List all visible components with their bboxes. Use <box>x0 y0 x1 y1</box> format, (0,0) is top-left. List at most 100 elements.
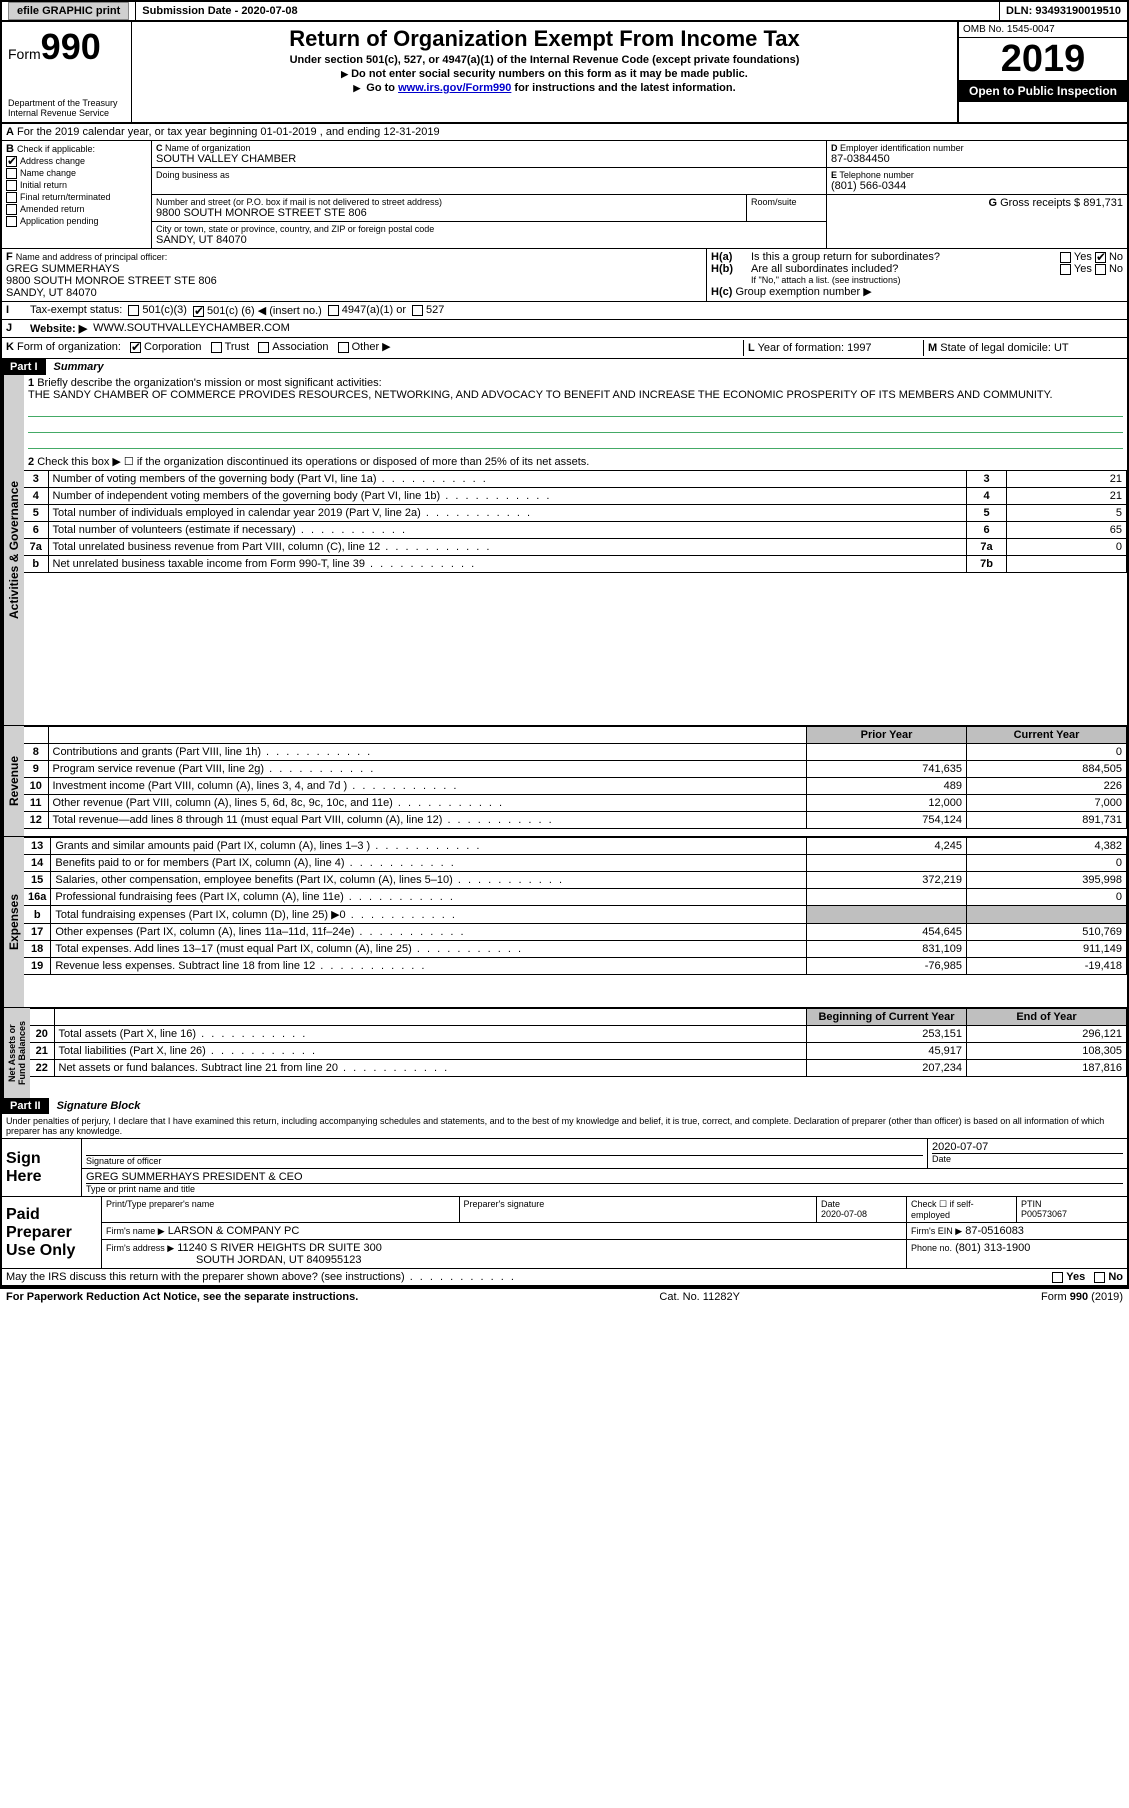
chk-501c3[interactable] <box>128 305 139 316</box>
efile-btn[interactable]: efile GRAPHIC print <box>8 2 129 20</box>
line-val: 21 <box>1007 471 1127 488</box>
chk-trust[interactable] <box>211 342 222 353</box>
prior-val: 454,645 <box>807 924 967 941</box>
current-val: 296,121 <box>967 1026 1127 1043</box>
b-label: Check if applicable: <box>17 144 95 154</box>
gross-receipts: 891,731 <box>1083 197 1123 209</box>
prior-val: 741,635 <box>807 761 967 778</box>
chk-initial[interactable] <box>6 180 17 191</box>
form-header: Form990 Department of the Treasury Inter… <box>2 22 1127 124</box>
hb-no[interactable] <box>1095 264 1106 275</box>
line-no: b <box>24 906 51 924</box>
part2-header: Part II Signature Block <box>2 1098 1127 1114</box>
chk-application[interactable] <box>6 216 17 227</box>
chk-501c[interactable] <box>193 306 204 317</box>
rev-table: Prior YearCurrent Year 8 Contributions a… <box>24 726 1127 829</box>
line-desc: Total number of individuals employed in … <box>48 505 967 522</box>
line-no: 7a <box>24 539 48 556</box>
hb-text: Are all subordinates included? <box>751 263 1060 275</box>
line-no: 19 <box>24 958 51 975</box>
l-label: Year of formation: <box>758 342 844 354</box>
mission-text: THE SANDY CHAMBER OF COMMERCE PROVIDES R… <box>28 389 1053 401</box>
f-label: Name and address of principal officer: <box>16 252 167 262</box>
current-val: -19,418 <box>967 958 1127 975</box>
current-val: 226 <box>967 778 1127 795</box>
org-city: SANDY, UT 84070 <box>156 234 822 246</box>
chk-assoc[interactable] <box>258 342 269 353</box>
return-title: Return of Organization Exempt From Incom… <box>142 26 947 52</box>
pra-notice: For Paperwork Reduction Act Notice, see … <box>6 1291 358 1303</box>
exp-table: 13 Grants and similar amounts paid (Part… <box>24 837 1127 975</box>
ha-no[interactable] <box>1095 252 1106 263</box>
line-no: 17 <box>24 924 51 941</box>
chk-amended[interactable] <box>6 204 17 215</box>
top-bar: efile GRAPHIC print Submission Date - 20… <box>2 2 1127 22</box>
line-desc: Number of voting members of the governin… <box>48 471 967 488</box>
phone-label: Telephone number <box>839 170 914 180</box>
form-990: 990 <box>41 26 101 67</box>
line-desc: Total number of volunteers (estimate if … <box>48 522 967 539</box>
m-label: State of legal domicile: <box>940 342 1051 354</box>
ha-yes[interactable] <box>1060 252 1071 263</box>
sub3: Go to www.irs.gov/Form990 for instructio… <box>142 82 947 94</box>
website: WWW.SOUTHVALLEYCHAMBER.COM <box>93 322 290 335</box>
prior-val: 372,219 <box>807 872 967 889</box>
line-desc: Total expenses. Add lines 13–17 (must eq… <box>51 941 807 958</box>
current-val: 7,000 <box>967 795 1127 812</box>
line-no: b <box>24 556 48 573</box>
line-desc: Total unrelated business revenue from Pa… <box>48 539 967 556</box>
line-desc: Contributions and grants (Part VIII, lin… <box>48 744 807 761</box>
part1-header: Part I Summary <box>2 359 1127 375</box>
line-no: 12 <box>24 812 48 829</box>
firm-name: LARSON & COMPANY PC <box>168 1225 300 1237</box>
line-no: 15 <box>24 872 51 889</box>
firm-addr1: 11240 S RIVER HEIGHTS DR SUITE 300 <box>177 1242 382 1254</box>
ptin: P00573067 <box>1021 1209 1067 1219</box>
form-word: Form <box>8 46 41 62</box>
addr-label: Number and street (or P.O. box if mail i… <box>156 197 742 207</box>
prior-val: 754,124 <box>807 812 967 829</box>
prior-val: 831,109 <box>807 941 967 958</box>
line-no: 9 <box>24 761 48 778</box>
chk-address[interactable] <box>6 156 17 167</box>
pt-selfemp: Check ☐ if self-employed <box>907 1197 1017 1222</box>
chk-name[interactable] <box>6 168 17 179</box>
discuss-no[interactable] <box>1094 1272 1105 1283</box>
tab-activities: Activities & Governance <box>2 375 24 725</box>
c-name-label: Name of organization <box>165 143 251 153</box>
j-label: Website: ▶ <box>30 322 87 335</box>
chk-other[interactable] <box>338 342 349 353</box>
line-val <box>1007 556 1127 573</box>
line-desc: Investment income (Part VIII, column (A)… <box>48 778 807 795</box>
line-no: 14 <box>24 855 51 872</box>
q1-label: Briefly describe the organization's miss… <box>37 377 381 389</box>
chk-4947[interactable] <box>328 305 339 316</box>
hb-yes[interactable] <box>1060 264 1071 275</box>
current-val: 0 <box>967 889 1127 906</box>
pt-name-label: Print/Type preparer's name <box>102 1197 460 1222</box>
current-val: 510,769 <box>967 924 1127 941</box>
line-box: 3 <box>967 471 1007 488</box>
chk-527[interactable] <box>412 305 423 316</box>
pt-date: 2020-07-08 <box>821 1209 867 1219</box>
chk-final[interactable] <box>6 192 17 203</box>
chk-corp[interactable] <box>130 342 141 353</box>
current-val: 395,998 <box>967 872 1127 889</box>
officer-addr2: SANDY, UT 84070 <box>6 287 702 299</box>
i-label: Tax-exempt status: <box>30 304 122 317</box>
form-pageno: Form 990 (2019) <box>1041 1291 1123 1303</box>
prior-val: 4,245 <box>807 838 967 855</box>
discuss-yes[interactable] <box>1052 1272 1063 1283</box>
ha-text: Is this a group return for subordinates? <box>751 251 1060 263</box>
prior-val: 12,000 <box>807 795 967 812</box>
col-end: End of Year <box>967 1009 1127 1026</box>
form990-link[interactable]: www.irs.gov/Form990 <box>398 82 511 94</box>
k-label: Form of organization: <box>17 341 121 353</box>
line-no: 20 <box>30 1026 54 1043</box>
line-no: 16a <box>24 889 51 906</box>
type-print-label: Type or print name and title <box>86 1183 1123 1194</box>
prior-val: 45,917 <box>807 1043 967 1060</box>
line-no: 8 <box>24 744 48 761</box>
dln: DLN: 93493190019510 <box>1000 2 1127 20</box>
line-desc: Net assets or fund balances. Subtract li… <box>54 1060 807 1077</box>
